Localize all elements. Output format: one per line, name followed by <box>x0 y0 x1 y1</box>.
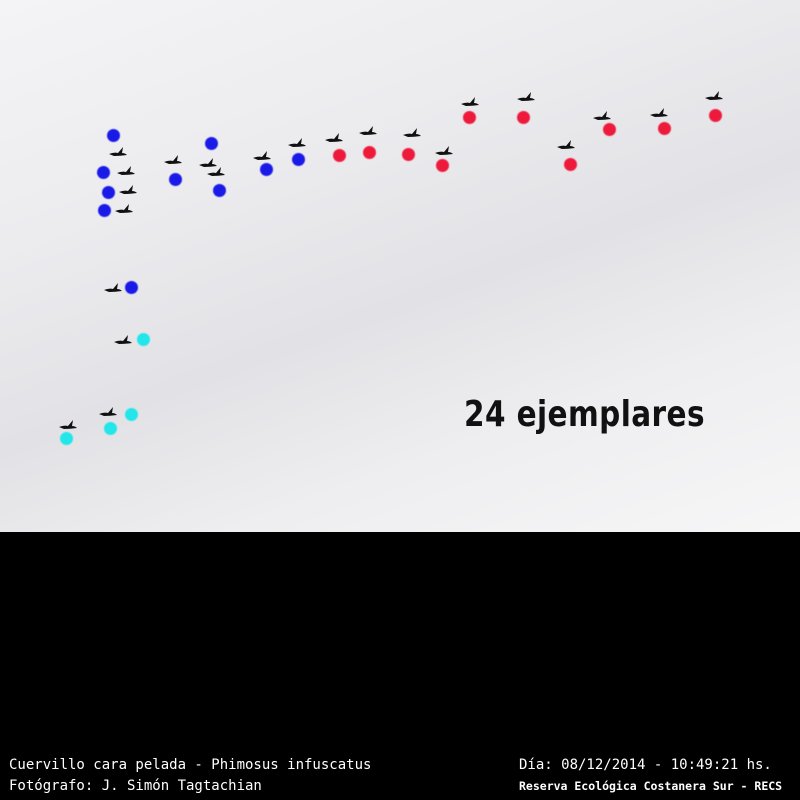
species-caption: Cuervillo cara pelada - Phimosus infusca… <box>9 757 372 773</box>
bird-silhouette-icon <box>517 92 535 101</box>
count-label: 24 ejemplares <box>464 394 705 435</box>
bird-silhouette-icon <box>359 126 377 135</box>
bird-marker-dot <box>292 153 305 166</box>
bird-marker-dot <box>463 111 476 124</box>
bird-silhouette-icon <box>117 166 135 175</box>
bird-silhouette-icon <box>461 97 479 106</box>
bird-marker-dot <box>98 204 111 217</box>
bird-marker-dot <box>564 158 577 171</box>
sky-photo <box>0 0 800 532</box>
bird-marker-dot <box>260 163 273 176</box>
bird-silhouette-icon <box>104 283 122 292</box>
bird-silhouette-icon <box>199 158 217 167</box>
bird-marker-dot <box>104 422 117 435</box>
bird-silhouette-icon <box>403 128 421 137</box>
bird-marker-dot <box>603 123 616 136</box>
bird-marker-dot <box>709 109 722 122</box>
bird-silhouette-icon <box>114 335 132 344</box>
bird-marker-dot <box>97 166 110 179</box>
bird-marker-dot <box>213 184 226 197</box>
bird-silhouette-icon <box>164 155 182 164</box>
bird-silhouette-icon <box>650 108 668 117</box>
bird-marker-dot <box>125 408 138 421</box>
bird-marker-dot <box>169 173 182 186</box>
bird-marker-dot <box>107 129 120 142</box>
bird-marker-dot <box>205 137 218 150</box>
bird-marker-dot <box>517 111 530 124</box>
bird-silhouette-icon <box>288 138 306 147</box>
bird-silhouette-icon <box>253 151 271 160</box>
bird-marker-dot <box>137 333 150 346</box>
bird-marker-dot <box>333 149 346 162</box>
bird-silhouette-icon <box>99 407 117 416</box>
bird-marker-dot <box>658 122 671 135</box>
photographer-caption: Fotógrafo: J. Simón Tagtachian <box>9 778 262 794</box>
place-caption: Reserva Ecológica Costanera Sur - RECS <box>519 779 783 793</box>
bird-silhouette-icon <box>115 204 133 213</box>
bird-silhouette-icon <box>119 185 137 194</box>
bird-marker-dot <box>436 159 449 172</box>
bird-silhouette-icon <box>109 147 127 156</box>
bird-silhouette-icon <box>325 133 343 142</box>
bird-silhouette-icon <box>59 420 77 429</box>
bird-silhouette-icon <box>557 140 575 149</box>
bird-silhouette-icon <box>207 167 225 176</box>
bird-silhouette-icon <box>435 146 453 155</box>
bird-marker-dot <box>60 432 73 445</box>
date-caption: Día: 08/12/2014 - 10:49:21 hs. <box>519 757 772 773</box>
bird-silhouette-icon <box>705 91 723 100</box>
bird-silhouette-icon <box>593 111 611 120</box>
bird-marker-dot <box>125 281 138 294</box>
bird-marker-dot <box>402 148 415 161</box>
bird-marker-dot <box>363 146 376 159</box>
bird-marker-dot <box>102 186 115 199</box>
